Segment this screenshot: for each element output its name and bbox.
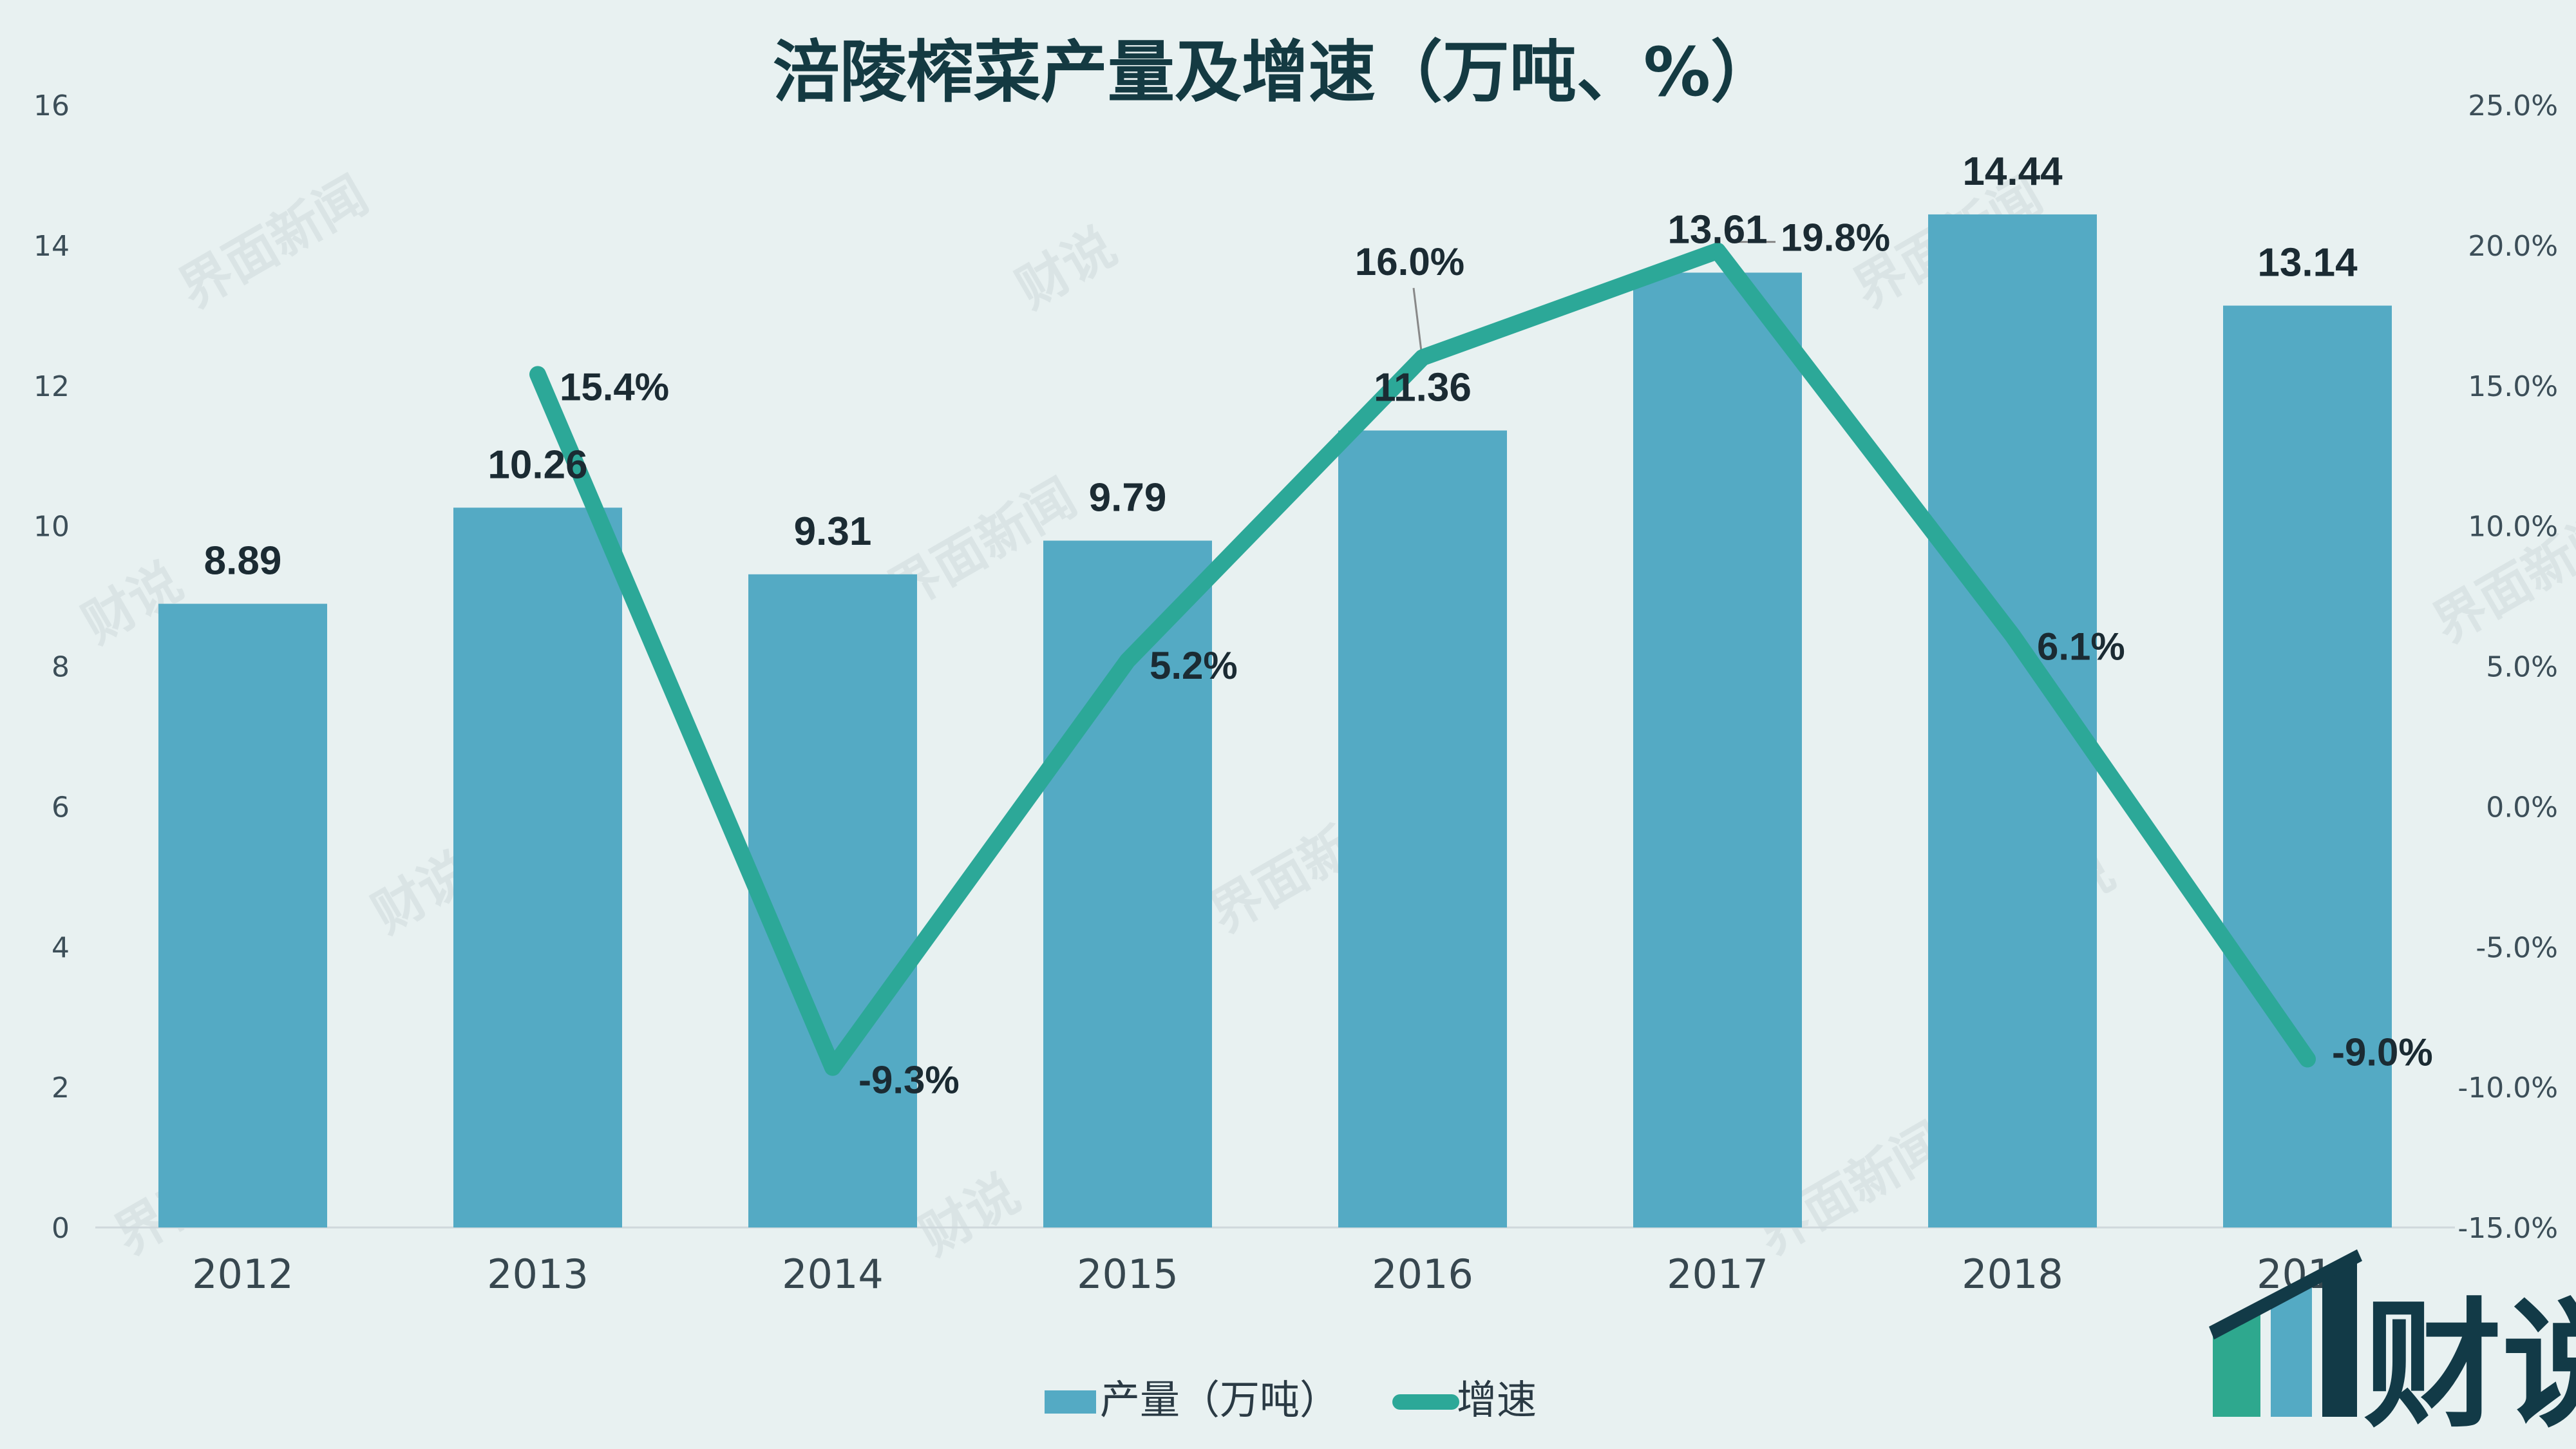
right-axis-tick-label: 5.0% <box>2486 651 2558 684</box>
right-axis-tick-label: 10.0% <box>2468 511 2558 544</box>
growth-point-2018 <box>2009 631 2016 639</box>
line-data-labels: 15.4% -9.3% 5.2% 16.0% 19.8% 6.1% -9.0% <box>560 216 2433 1102</box>
right-axis-tick-label: 20.0% <box>2468 230 2558 263</box>
x-axis-tick-label: 2015 <box>1077 1251 1179 1298</box>
bar-series <box>158 214 2392 1228</box>
left-axis-tick-label: 6 <box>52 791 70 824</box>
growth-point-2014 <box>829 1063 837 1072</box>
x-axis-tick-label: 2014 <box>782 1251 884 1298</box>
chart-title: 涪陵榨菜产量及增速（万吨、%） <box>773 33 1777 111</box>
right-axis-tick-label: 25.0% <box>2468 90 2558 122</box>
bar-chart-logo-icon <box>2209 1249 2362 1417</box>
left-axis-tick-label: 10 <box>33 511 70 544</box>
bar-2017 <box>1633 272 1802 1228</box>
x-axis: 2012 2013 2014 2015 2016 2017 2018 2019 <box>192 1251 2358 1298</box>
growth-value-label: 15.4% <box>560 365 669 408</box>
label-leader-lines <box>1412 241 1776 352</box>
watermark-text: 界面新闻 <box>169 165 378 320</box>
legend-swatch-bar <box>1045 1390 1096 1414</box>
x-axis-tick-label: 2017 <box>1667 1251 1768 1298</box>
bar-value-label: 9.31 <box>794 509 872 554</box>
watermark-text: 财说 <box>1007 216 1126 320</box>
bar-value-label: 14.44 <box>1962 149 2063 194</box>
growth-point-2015 <box>1124 656 1132 665</box>
growth-value-label: 5.2% <box>1150 644 1238 687</box>
right-axis-tick-label: -5.0% <box>2476 931 2558 964</box>
growth-point-2013 <box>534 370 542 379</box>
x-axis-tick-label: 2016 <box>1372 1251 1473 1298</box>
bar-value-label: 9.79 <box>1089 476 1167 520</box>
growth-point-2019 <box>2304 1055 2311 1063</box>
left-axis-tick-label: 12 <box>33 370 70 403</box>
growth-value-label: -9.0% <box>2332 1031 2433 1074</box>
bar-value-label: 10.26 <box>488 442 587 487</box>
bar-value-label: 13.14 <box>2257 241 2358 285</box>
left-axis-tick-label: 2 <box>52 1072 70 1104</box>
bar-value-label: 11.36 <box>1374 365 1472 410</box>
x-axis-tick-label: 2018 <box>1962 1251 2063 1298</box>
bar-2012 <box>158 603 327 1227</box>
right-axis-tick-label: 15.0% <box>2468 370 2558 403</box>
legend-label-bar: 产量（万吨） <box>1100 1376 1340 1423</box>
watermark-text: 财说 <box>910 1163 1029 1267</box>
left-axis-tick-label: 16 <box>33 90 70 122</box>
watermark-layer: 界面新闻财说界面新闻财说界面新闻财说界面新闻财说界面新闻财说界面新闻财说界面新闻 <box>73 165 2576 1267</box>
bar-2013 <box>453 507 622 1227</box>
x-axis-tick-label: 2012 <box>192 1251 294 1298</box>
bar-2016 <box>1338 430 1507 1227</box>
logo-text: 财说 <box>2363 1285 2576 1446</box>
leader-line <box>1412 287 1423 352</box>
bar-value-label: 13.61 <box>1667 207 1767 252</box>
right-axis-tick-label: 0.0% <box>2486 791 2558 824</box>
legend: 产量（万吨） 增速 <box>1045 1376 1537 1423</box>
caishuo-logo: 财说 <box>2209 1249 2576 1446</box>
right-axis-tick-label: -10.0% <box>2458 1072 2558 1104</box>
left-axis-tick-label: 4 <box>52 931 70 964</box>
left-y-axis: 0 2 4 6 8 10 12 14 16 <box>33 90 70 1245</box>
left-axis-tick-label: 0 <box>52 1212 70 1245</box>
growth-point-2016 <box>1419 354 1426 362</box>
growth-value-label: -9.3% <box>858 1059 960 1102</box>
bar-2014 <box>748 574 917 1227</box>
right-y-axis: -15.0% -10.0% -5.0% 0.0% 5.0% 10.0% 15.0% 20.0%… <box>2458 90 2558 1245</box>
right-axis-tick-label: -15.0% <box>2458 1212 2558 1245</box>
growth-point-2017 <box>1714 247 1721 255</box>
x-axis-tick-label: 2013 <box>487 1251 589 1298</box>
bar-value-label: 8.89 <box>204 539 282 583</box>
line-series <box>529 242 2316 1076</box>
left-axis-tick-label: 14 <box>33 230 70 263</box>
growth-value-label: 19.8% <box>1781 216 1890 260</box>
bar-2019 <box>2223 305 2392 1227</box>
left-axis-tick-label: 8 <box>52 651 70 684</box>
growth-value-label: 6.1% <box>2037 625 2125 668</box>
legend-label-line: 增速 <box>1457 1376 1537 1423</box>
bar-data-labels: 8.89 10.26 9.31 9.79 11.36 13.61 14.44 13.14 <box>204 149 2358 583</box>
growth-value-label: 16.0% <box>1355 240 1464 283</box>
